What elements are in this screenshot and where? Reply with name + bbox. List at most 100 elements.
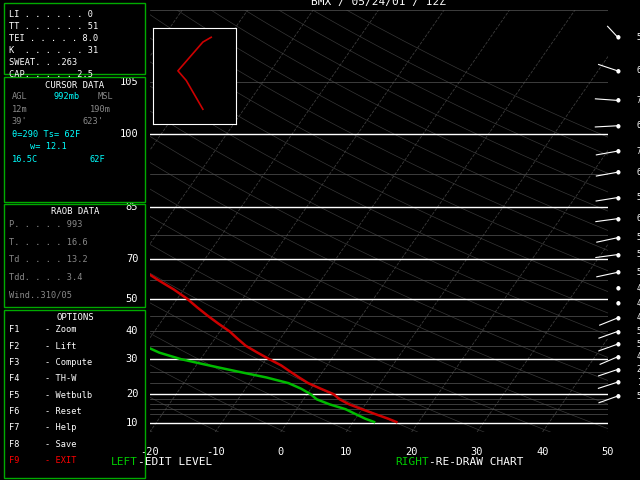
Text: ●: ● <box>615 252 620 257</box>
Text: 74: 74 <box>637 146 640 156</box>
Bar <box>4 3 145 74</box>
Text: F8: F8 <box>9 440 19 449</box>
Text: ●: ● <box>615 270 620 275</box>
Text: 10: 10 <box>126 418 138 428</box>
Text: 64: 64 <box>637 214 640 223</box>
Text: Wind..310/05: Wind..310/05 <box>9 291 72 300</box>
Text: SWEAT. . .263: SWEAT. . .263 <box>9 58 77 67</box>
Text: ●: ● <box>615 394 620 398</box>
Text: 12m: 12m <box>12 105 28 114</box>
Text: BMX / 05/24/01 / 12Z: BMX / 05/24/01 / 12Z <box>312 0 446 7</box>
Text: - EXIT: - EXIT <box>45 456 76 465</box>
Text: 40: 40 <box>126 326 138 336</box>
Text: RAOB DATA: RAOB DATA <box>51 207 99 216</box>
Text: 105: 105 <box>120 77 138 87</box>
Text: 20: 20 <box>405 447 418 457</box>
Text: ●: ● <box>615 98 620 103</box>
Text: 85: 85 <box>126 202 138 212</box>
Text: 70: 70 <box>126 253 138 264</box>
Bar <box>4 204 145 307</box>
Text: 45: 45 <box>637 313 640 323</box>
Text: ●: ● <box>615 123 620 128</box>
Text: F5: F5 <box>9 391 19 400</box>
Text: F2: F2 <box>9 342 19 351</box>
Text: ●: ● <box>615 367 620 372</box>
Text: 10: 10 <box>340 447 353 457</box>
Text: - Zoom: - Zoom <box>45 325 76 335</box>
Text: 17: 17 <box>637 378 640 387</box>
Text: 59: 59 <box>637 193 640 202</box>
Text: 50: 50 <box>602 447 614 457</box>
Text: 190m: 190m <box>90 105 111 114</box>
Text: ●: ● <box>615 68 620 73</box>
Text: ●: ● <box>615 380 620 384</box>
Text: F1: F1 <box>9 325 19 335</box>
Text: AGL: AGL <box>12 92 28 101</box>
Text: OPTIONS: OPTIONS <box>56 313 93 322</box>
Text: ●: ● <box>615 315 620 321</box>
Text: 66: 66 <box>637 121 640 130</box>
Text: 5: 5 <box>637 392 640 401</box>
Text: - Compute: - Compute <box>45 358 92 367</box>
Text: - Reset: - Reset <box>45 407 82 416</box>
Text: 58: 58 <box>637 233 640 242</box>
Text: TT . . . . . . 51: TT . . . . . . 51 <box>9 22 98 31</box>
Text: 51: 51 <box>637 33 640 42</box>
Text: 39': 39' <box>12 117 28 126</box>
Text: 50: 50 <box>126 294 138 304</box>
Text: 51: 51 <box>637 340 640 348</box>
Text: 52: 52 <box>637 268 640 277</box>
Text: 40: 40 <box>637 352 640 361</box>
Text: 30: 30 <box>126 354 138 364</box>
Text: - Help: - Help <box>45 423 76 432</box>
Text: - Wetbulb: - Wetbulb <box>45 391 92 400</box>
Text: ●: ● <box>615 216 620 221</box>
Text: 48: 48 <box>637 284 640 293</box>
Text: T. . . . . 16.6: T. . . . . 16.6 <box>9 238 88 247</box>
Text: -20: -20 <box>140 447 159 457</box>
Text: 20: 20 <box>126 389 138 399</box>
Text: F9: F9 <box>9 456 19 465</box>
Text: ●: ● <box>615 35 620 39</box>
Text: ●: ● <box>615 149 620 154</box>
Text: 0: 0 <box>278 447 284 457</box>
Text: P. . . . . 993: P. . . . . 993 <box>9 220 83 229</box>
Text: 100: 100 <box>120 129 138 139</box>
Text: w= 12.1: w= 12.1 <box>30 142 67 151</box>
Text: 53: 53 <box>637 327 640 336</box>
Text: ●: ● <box>615 286 620 291</box>
Text: 25: 25 <box>637 365 640 374</box>
Text: F7: F7 <box>9 423 19 432</box>
Text: 67: 67 <box>637 66 640 75</box>
Text: 77: 77 <box>637 96 640 105</box>
Text: -EDIT LEVEL: -EDIT LEVEL <box>138 457 212 467</box>
Text: 16.5C: 16.5C <box>12 155 38 164</box>
Text: K  . . . . . . 31: K . . . . . . 31 <box>9 46 98 55</box>
Text: 62F: 62F <box>90 155 106 164</box>
Bar <box>4 77 145 202</box>
Text: ●: ● <box>615 329 620 334</box>
Text: ●: ● <box>615 170 620 175</box>
Text: -RE-DRAW CHART: -RE-DRAW CHART <box>429 457 524 467</box>
Bar <box>4 310 145 478</box>
Text: F4: F4 <box>9 374 19 384</box>
Text: LEFT: LEFT <box>111 457 138 467</box>
Text: - Save: - Save <box>45 440 76 449</box>
Text: MSL: MSL <box>97 92 113 101</box>
Text: -10: -10 <box>206 447 225 457</box>
Text: RIGHT: RIGHT <box>395 457 429 467</box>
Text: 40: 40 <box>536 447 548 457</box>
Text: - TH-W: - TH-W <box>45 374 76 384</box>
Text: F3: F3 <box>9 358 19 367</box>
Text: Tdd. . . . 3.4: Tdd. . . . 3.4 <box>9 273 83 282</box>
Text: 30: 30 <box>471 447 483 457</box>
Text: ●: ● <box>615 300 620 306</box>
Text: ●: ● <box>615 342 620 347</box>
Text: 69: 69 <box>637 168 640 177</box>
Text: - Lift: - Lift <box>45 342 76 351</box>
Text: LI . . . . . . 0: LI . . . . . . 0 <box>9 10 93 19</box>
Text: CAP. . . . . 2.5: CAP. . . . . 2.5 <box>9 70 93 79</box>
Text: 623': 623' <box>83 117 104 126</box>
Text: ●: ● <box>615 235 620 240</box>
Text: Td . . . . 13.2: Td . . . . 13.2 <box>9 255 88 264</box>
